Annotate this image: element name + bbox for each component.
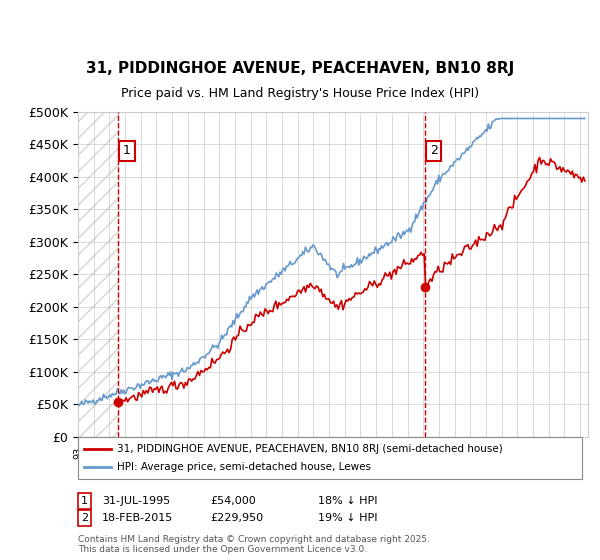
Text: £229,950: £229,950 [210,513,263,523]
Text: £54,000: £54,000 [210,496,256,506]
Text: 19% ↓ HPI: 19% ↓ HPI [318,513,377,523]
Text: 1: 1 [81,496,88,506]
Text: 1: 1 [123,144,131,157]
Text: 31, PIDDINGHOE AVENUE, PEACEHAVEN, BN10 8RJ (semi-detached house): 31, PIDDINGHOE AVENUE, PEACEHAVEN, BN10 … [117,444,503,454]
Text: Price paid vs. HM Land Registry's House Price Index (HPI): Price paid vs. HM Land Registry's House … [121,87,479,100]
Text: 2: 2 [81,513,88,523]
Text: 31-JUL-1995: 31-JUL-1995 [102,496,170,506]
Text: HPI: Average price, semi-detached house, Lewes: HPI: Average price, semi-detached house,… [117,462,371,472]
Text: 18-FEB-2015: 18-FEB-2015 [102,513,173,523]
Text: 31, PIDDINGHOE AVENUE, PEACEHAVEN, BN10 8RJ: 31, PIDDINGHOE AVENUE, PEACEHAVEN, BN10 … [86,60,514,76]
Text: Contains HM Land Registry data © Crown copyright and database right 2025.
This d: Contains HM Land Registry data © Crown c… [78,535,430,554]
Text: 18% ↓ HPI: 18% ↓ HPI [318,496,377,506]
Text: 2: 2 [430,144,437,157]
